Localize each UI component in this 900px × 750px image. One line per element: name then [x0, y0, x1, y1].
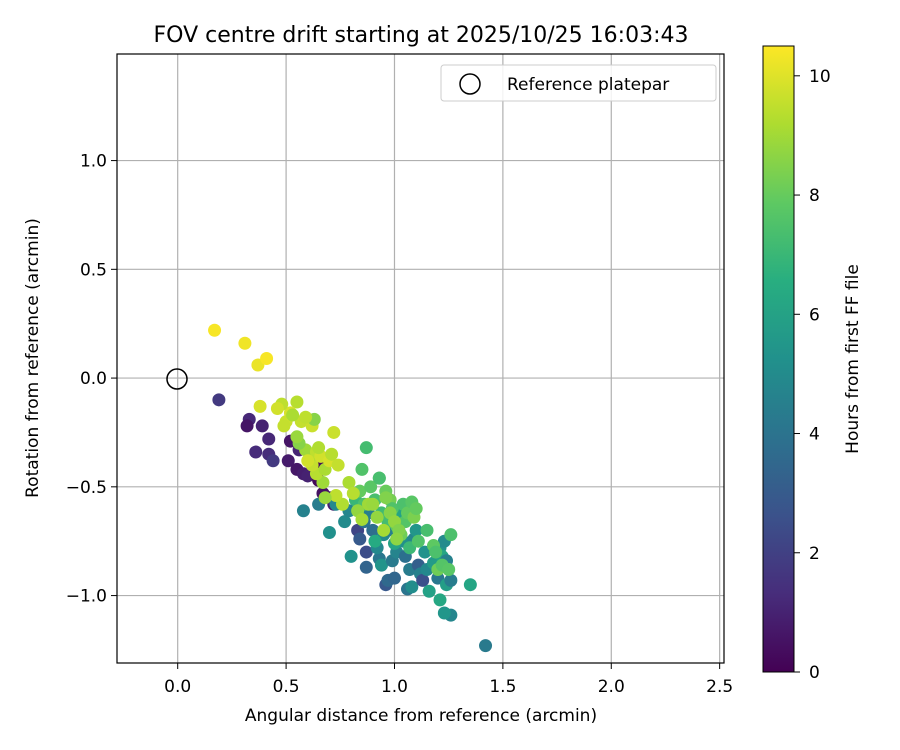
data-point [238, 336, 252, 350]
y-tick-label: −1.0 [66, 587, 107, 607]
colorbar-ticks: 0 2 4 6 8 10 [794, 67, 831, 683]
y-tick-label: 0.0 [80, 369, 107, 389]
data-point [266, 454, 280, 468]
grid-lines [117, 54, 724, 663]
colorbar-tick-label: 0 [809, 663, 820, 683]
data-point [286, 408, 300, 422]
legend-label: Reference platepar [507, 75, 669, 95]
data-point [366, 523, 380, 537]
legend-marker-icon [459, 73, 481, 95]
data-point [322, 526, 336, 539]
colorbar-tick-label: 10 [809, 67, 831, 87]
colorbar-tick-label: 2 [809, 544, 820, 564]
data-point [405, 580, 419, 594]
data-point [368, 534, 382, 548]
data-point [379, 491, 393, 505]
data-point [262, 432, 276, 446]
data-point [331, 458, 345, 472]
data-point [299, 410, 313, 424]
data-point [355, 512, 369, 526]
data-point [329, 489, 343, 503]
x-tick-label: 2.0 [598, 677, 625, 697]
data-point [281, 454, 295, 468]
data-point [366, 497, 380, 511]
data-point [437, 606, 451, 620]
data-point [301, 454, 315, 468]
chart-title: FOV centre drift starting at 2025/10/25 … [154, 23, 689, 48]
data-point [312, 441, 326, 455]
data-point [255, 419, 269, 433]
reference-marker [166, 368, 188, 390]
data-point [355, 462, 369, 476]
data-point [359, 560, 373, 574]
colorbar-tick-label: 6 [809, 305, 820, 325]
data-point [327, 425, 341, 439]
x-axis-ticks: 0.0 0.5 1.0 1.5 2.0 2.5 [164, 663, 733, 697]
data-point [253, 399, 267, 413]
data-point [270, 402, 284, 416]
data-point [346, 486, 360, 500]
data-point [240, 419, 254, 433]
data-point [387, 571, 401, 585]
data-point [390, 532, 404, 546]
x-tick-label: 1.0 [381, 677, 408, 697]
data-point [377, 523, 391, 537]
data-point [444, 573, 458, 587]
y-tick-label: −0.5 [66, 478, 107, 498]
y-axis-label: Rotation from reference (arcmin) [23, 218, 43, 498]
colorbar-label: Hours from first FF file [843, 264, 863, 454]
data-point [318, 491, 332, 505]
data-point [290, 430, 304, 444]
data-point [372, 471, 386, 485]
x-axis-label: Angular distance from reference (arcmin) [245, 706, 597, 726]
data-point [338, 515, 352, 529]
colorbar-tick-label: 8 [809, 186, 820, 206]
data-point [353, 532, 367, 546]
x-tick-label: 0.0 [164, 677, 191, 697]
data-point [420, 523, 434, 537]
data-point [260, 352, 274, 365]
data-point [444, 528, 458, 542]
data-point [359, 545, 373, 559]
colorbar-tick-label: 4 [809, 425, 820, 445]
data-point [249, 445, 263, 459]
x-tick-label: 1.5 [489, 677, 516, 697]
data-point [342, 475, 356, 489]
x-tick-label: 0.5 [273, 677, 300, 697]
y-tick-label: 0.5 [80, 260, 107, 280]
data-point [212, 393, 226, 407]
y-axis-ticks: −1.0 −0.5 0.0 0.5 1.0 [66, 152, 117, 607]
colorbar: 0 2 4 6 8 10 Hours from first FF file [762, 45, 863, 683]
data-point [411, 534, 425, 548]
data-point [409, 523, 423, 537]
colorbar-gradient [762, 45, 795, 673]
y-tick-label: 1.0 [80, 152, 107, 172]
data-point [429, 545, 443, 559]
data-point [290, 395, 304, 409]
legend-box [440, 64, 717, 102]
plot-frame [116, 53, 725, 664]
data-point [433, 593, 447, 607]
data-point [479, 639, 493, 653]
data-point [364, 480, 378, 494]
data-point [344, 549, 358, 563]
data-point [277, 419, 291, 433]
data-point [422, 584, 436, 598]
data-point [359, 441, 373, 455]
data-point [208, 323, 222, 337]
x-tick-label: 2.5 [706, 677, 733, 697]
data-point [325, 447, 339, 461]
data-points [208, 323, 493, 653]
data-point [409, 502, 423, 516]
legend: Reference platepar [440, 64, 717, 102]
data-point [463, 578, 477, 592]
data-point [296, 504, 310, 518]
data-point [416, 573, 430, 587]
data-point [370, 510, 384, 524]
data-point [374, 558, 388, 572]
data-point [442, 562, 456, 576]
